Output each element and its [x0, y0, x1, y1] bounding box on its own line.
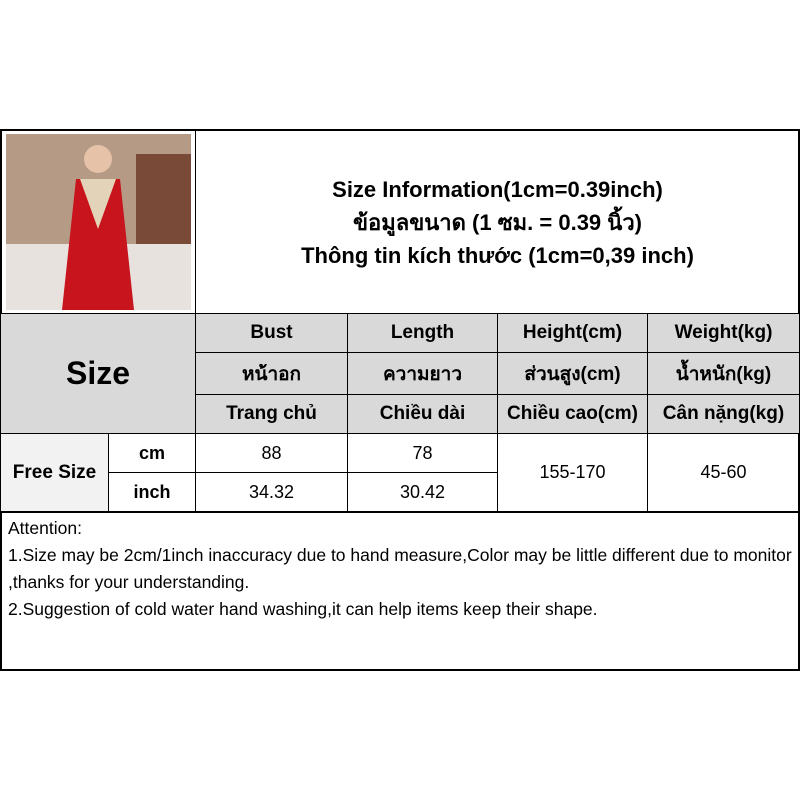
title-line: Thông tin kích thước (1cm=0,39 inch) [301, 242, 694, 268]
cell: 45-60 [647, 433, 800, 512]
title-line: ข้อมูลขนาด (1 ซม. = 0.39 นิ้ว) [352, 209, 642, 235]
unit: cm [108, 433, 196, 473]
product-photo [1, 130, 196, 314]
attention-line: 2.Suggestion of cold water hand washing,… [8, 599, 598, 619]
title-block: Size Information(1cm=0.39inch) ข้อมูลขนา… [195, 130, 800, 314]
row-label: Free Size [0, 433, 109, 512]
column-header: Height(cm) [497, 313, 648, 353]
column-header: Length [347, 313, 498, 353]
column-header: น้ำหนัก(kg) [647, 352, 800, 395]
column-header: Chiều dài [347, 394, 498, 434]
cell: 30.42 [347, 472, 498, 512]
column-header: Cân nặng(kg) [647, 394, 800, 434]
column-header: Trang chủ [195, 394, 348, 434]
cell: 78 [347, 433, 498, 473]
attention-box: Attention: 1.Size may be 2cm/1inch inacc… [0, 511, 800, 671]
column-header: Chiều cao(cm) [497, 394, 648, 434]
photo [6, 134, 191, 310]
size-header: Size [0, 313, 196, 434]
unit: inch [108, 472, 196, 512]
cell: 155-170 [497, 433, 648, 512]
cell: 34.32 [195, 472, 348, 512]
column-header: หน้าอก [195, 352, 348, 395]
cell: 88 [195, 433, 348, 473]
column-header: ความยาว [347, 352, 498, 395]
title-line: Size Information(1cm=0.39inch) [332, 176, 663, 202]
column-header: Bust [195, 313, 348, 353]
attention-line: Attention: [8, 518, 82, 538]
column-header: ส่วนสูง(cm) [497, 352, 648, 395]
attention-line: 1.Size may be 2cm/1inch inaccuracy due t… [8, 545, 792, 592]
column-header: Weight(kg) [647, 313, 800, 353]
